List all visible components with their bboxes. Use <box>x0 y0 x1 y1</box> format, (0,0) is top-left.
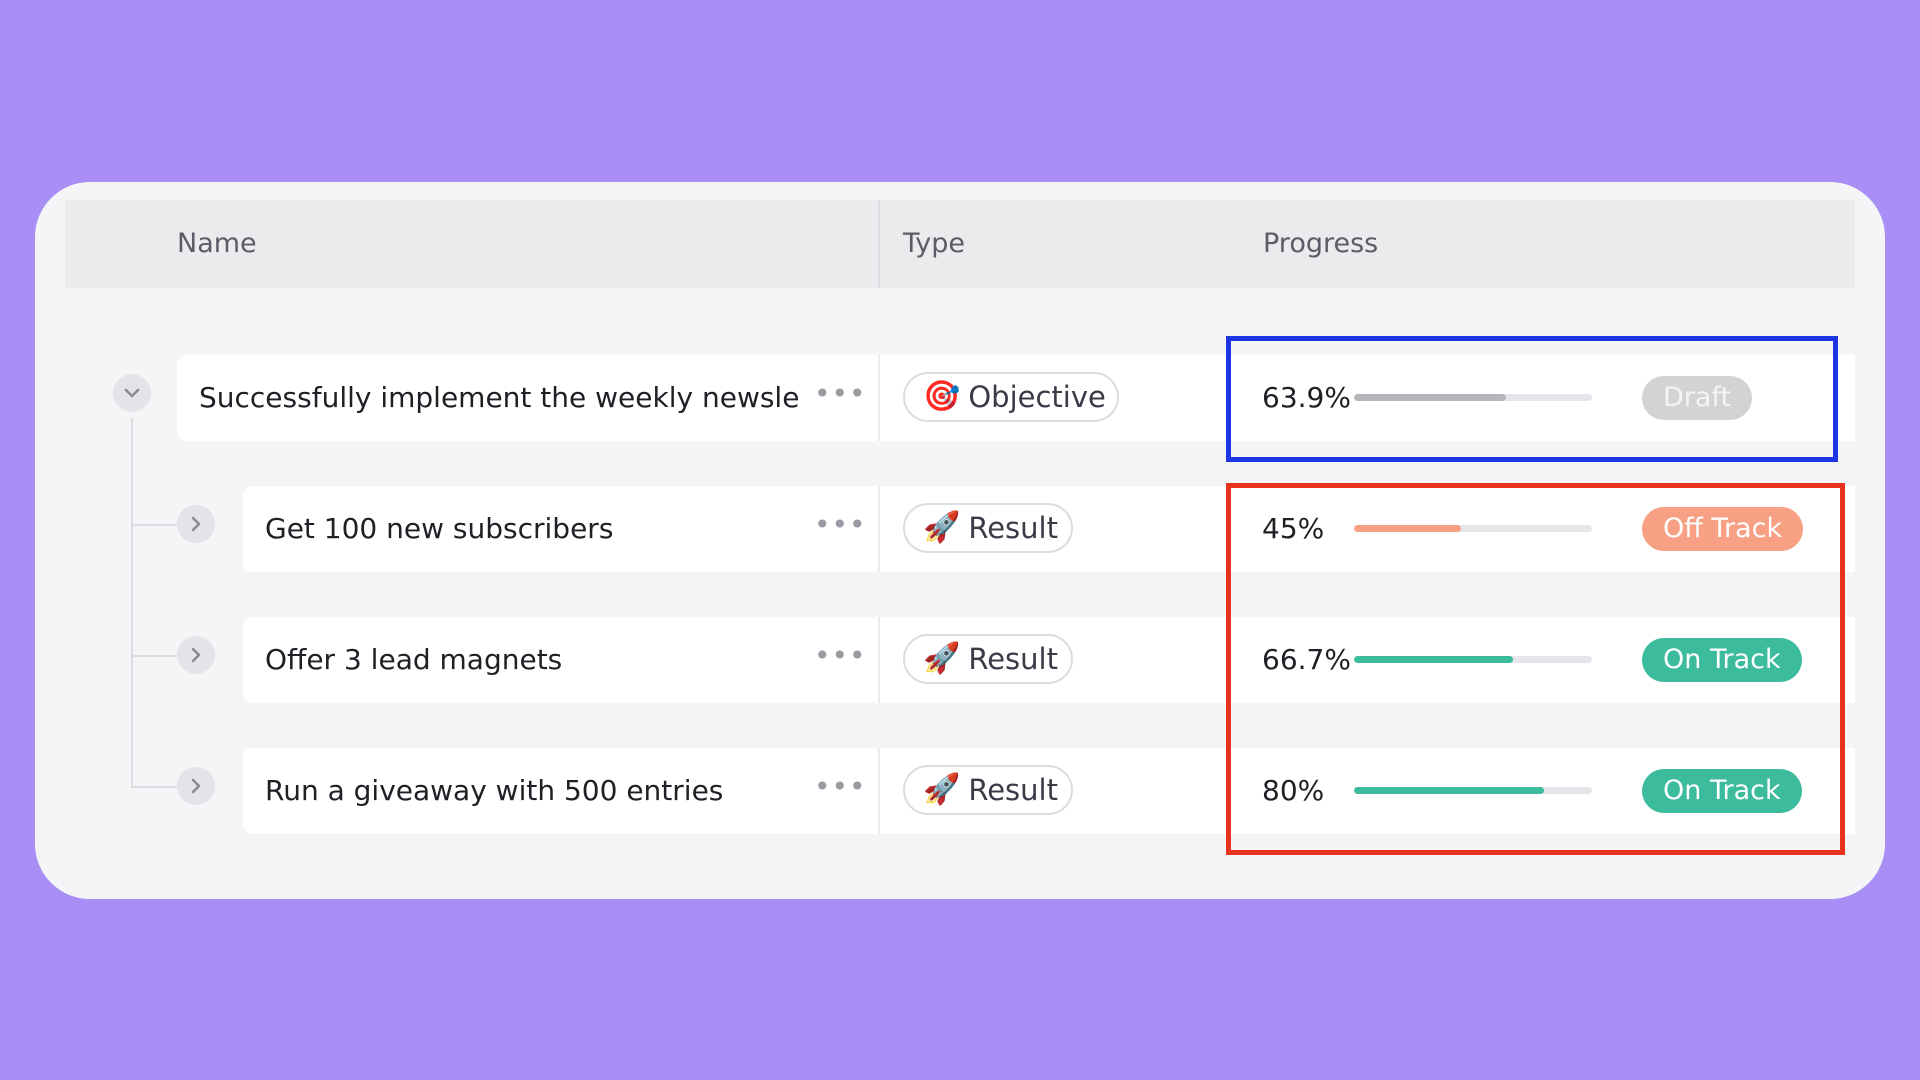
target-icon: 🎯 <box>923 379 961 414</box>
header-type[interactable]: Type <box>903 228 966 259</box>
status-badge[interactable]: On Track <box>1642 769 1802 813</box>
type-label: Result <box>968 642 1058 676</box>
type-pill[interactable]: 🎯 Objective <box>903 372 1119 422</box>
progress-cell: 80% On Track <box>1220 748 1855 834</box>
table-header: Name Type Progress <box>65 200 1855 288</box>
progress-bar-fill <box>1354 656 1513 663</box>
type-pill[interactable]: 🚀 Result <box>903 765 1073 815</box>
type-label: Result <box>968 773 1058 807</box>
progress-bar <box>1354 525 1592 532</box>
tree-branch <box>131 655 177 657</box>
progress-percent: 66.7% <box>1262 643 1351 676</box>
status-badge[interactable]: Draft <box>1642 376 1753 420</box>
highlight-box-red <box>1226 483 1845 855</box>
row-divider <box>878 486 880 572</box>
progress-cell: 66.7% On Track <box>1220 617 1855 703</box>
row-divider <box>878 748 880 834</box>
chevron-right-icon[interactable] <box>177 505 215 543</box>
more-options-icon[interactable]: ••• <box>814 770 867 803</box>
chevron-right-icon[interactable] <box>177 636 215 674</box>
chevron-down-icon[interactable] <box>113 374 151 412</box>
row-title[interactable]: Get 100 new subscribers <box>265 512 614 545</box>
highlight-box-blue <box>1226 336 1838 462</box>
header-progress[interactable]: Progress <box>1263 228 1379 259</box>
progress-bar-fill <box>1354 394 1507 401</box>
tree-line <box>131 418 133 788</box>
table-row[interactable]: Successfully implement the weekly newsle… <box>177 355 878 441</box>
progress-bar <box>1354 656 1592 663</box>
progress-bar <box>1354 787 1592 794</box>
column-divider[interactable] <box>878 200 880 288</box>
row-title[interactable]: Run a giveaway with 500 entries <box>265 774 724 807</box>
rocket-icon: 🚀 <box>923 772 961 807</box>
row-title[interactable]: Offer 3 lead magnets <box>265 643 563 676</box>
rocket-icon: 🚀 <box>923 510 961 545</box>
type-pill[interactable]: 🚀 Result <box>903 503 1073 553</box>
table-row[interactable]: Run a giveaway with 500 entries ••• <box>243 748 878 834</box>
row-divider <box>878 617 880 703</box>
progress-percent: 63.9% <box>1262 381 1351 414</box>
chevron-right-icon[interactable] <box>177 767 215 805</box>
status-badge[interactable]: Off Track <box>1642 507 1804 551</box>
rocket-icon: 🚀 <box>923 641 961 676</box>
progress-percent: 80% <box>1262 774 1325 807</box>
type-label: Result <box>968 511 1058 545</box>
row-title[interactable]: Successfully implement the weekly newsle… <box>199 381 799 414</box>
more-options-icon[interactable]: ••• <box>814 508 867 541</box>
progress-percent: 45% <box>1262 512 1325 545</box>
type-cell: 🚀 Result <box>880 617 1220 703</box>
row-divider <box>878 355 880 441</box>
progress-bar-fill <box>1354 787 1545 794</box>
progress-cell: 45% Off Track <box>1220 486 1855 572</box>
status-badge[interactable]: On Track <box>1642 638 1802 682</box>
tree-branch <box>131 524 177 526</box>
type-label: Objective <box>968 380 1106 414</box>
progress-bar <box>1354 394 1592 401</box>
progress-cell: 63.9% Draft <box>1220 355 1855 441</box>
type-cell: 🚀 Result <box>880 748 1220 834</box>
table-row[interactable]: Offer 3 lead magnets ••• <box>243 617 878 703</box>
type-pill[interactable]: 🚀 Result <box>903 634 1073 684</box>
type-cell: 🚀 Result <box>880 486 1220 572</box>
progress-bar-fill <box>1354 525 1462 532</box>
more-options-icon[interactable]: ••• <box>814 639 867 672</box>
header-name[interactable]: Name <box>177 228 257 259</box>
type-cell: 🎯 Objective <box>880 355 1220 441</box>
more-options-icon[interactable]: ••• <box>814 377 867 410</box>
tree-branch <box>131 786 177 788</box>
table-row[interactable]: Get 100 new subscribers ••• <box>243 486 878 572</box>
